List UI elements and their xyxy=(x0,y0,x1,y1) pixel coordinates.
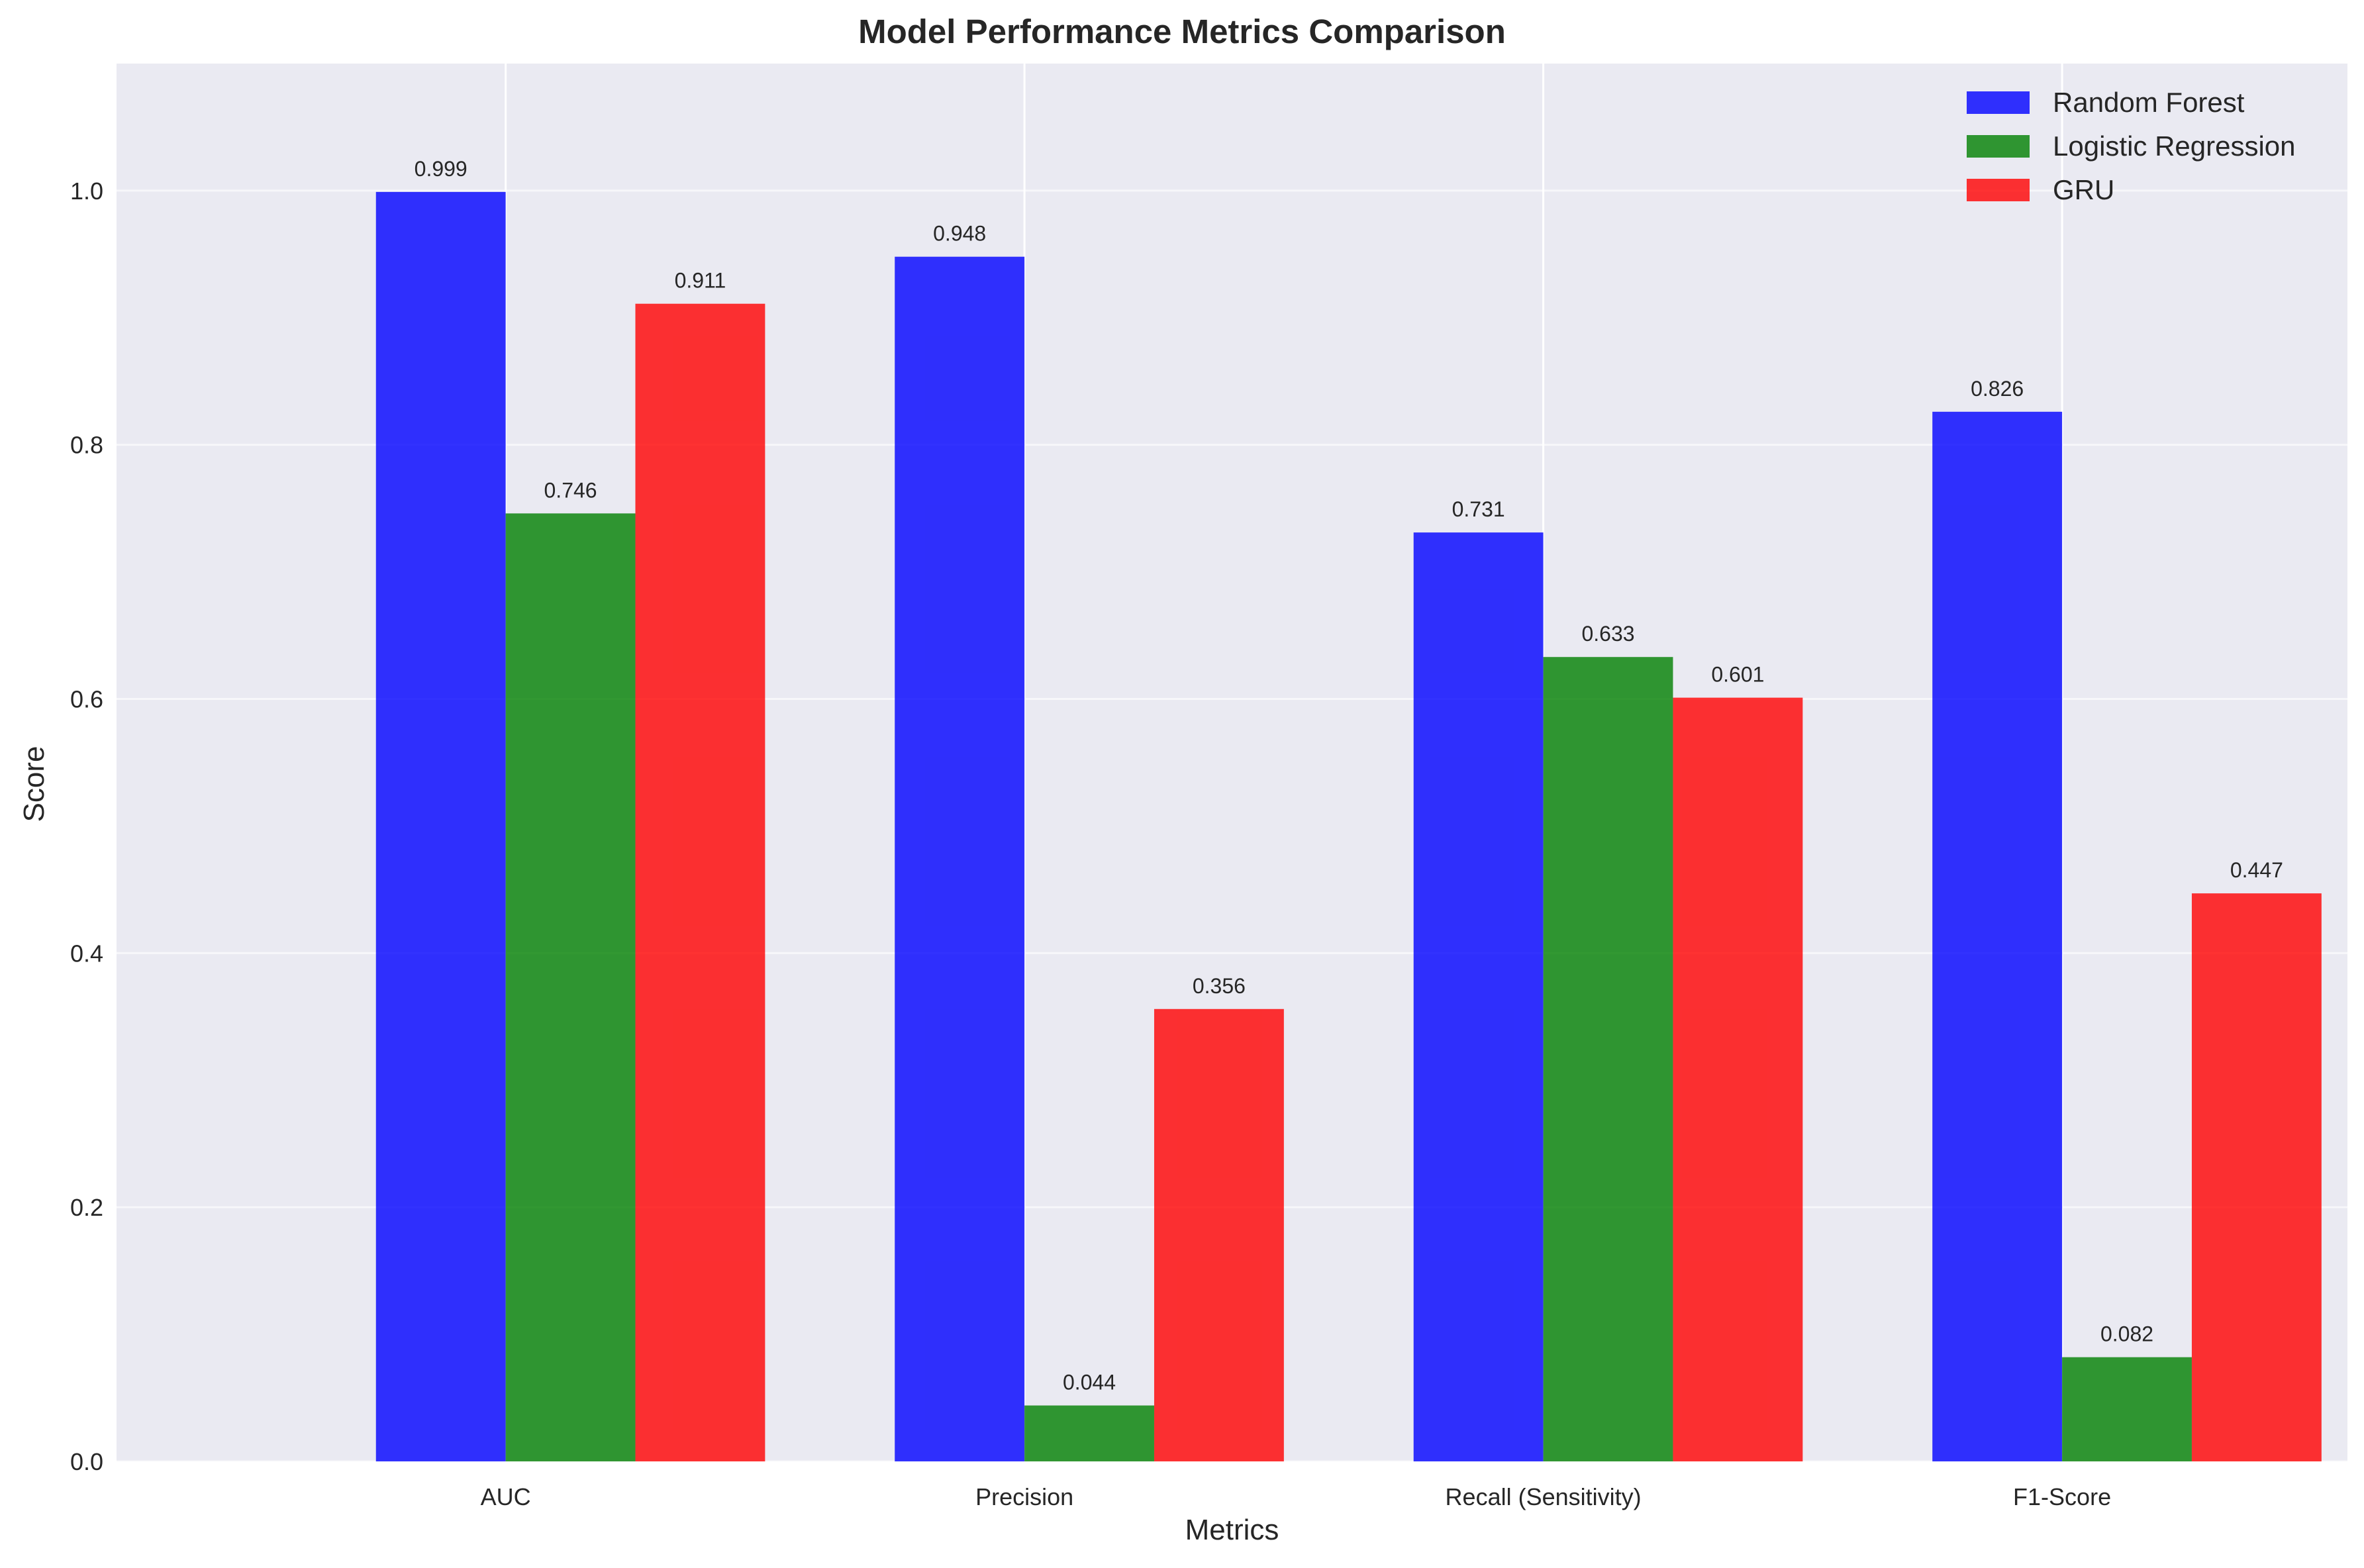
bar xyxy=(1024,1405,1154,1461)
x-tick-label: AUC xyxy=(481,1483,531,1510)
x-axis-label: Metrics xyxy=(1185,1514,1279,1546)
bar xyxy=(505,513,636,1461)
bar-value-label: 0.044 xyxy=(1063,1371,1116,1395)
y-tick-label: 1.0 xyxy=(70,177,103,205)
bar xyxy=(895,256,1025,1462)
legend-label: GRU xyxy=(2053,174,2114,205)
bar xyxy=(1543,657,1673,1461)
y-tick-label: 0.6 xyxy=(70,686,103,713)
bar xyxy=(635,303,765,1461)
bar-value-label: 0.826 xyxy=(1971,377,2024,401)
bar-value-label: 0.082 xyxy=(2100,1322,2153,1346)
bar-value-label: 0.999 xyxy=(415,157,468,181)
y-tick-label: 0.8 xyxy=(70,432,103,459)
y-tick-label: 0.0 xyxy=(70,1448,103,1475)
bar-value-label: 0.746 xyxy=(544,478,597,502)
legend-swatch xyxy=(1967,91,2030,114)
bar-value-label: 0.948 xyxy=(933,222,986,246)
bar xyxy=(1932,411,2063,1461)
bar-value-label: 0.731 xyxy=(1452,497,1505,521)
bar xyxy=(2062,1357,2192,1461)
bar-value-label: 0.633 xyxy=(1581,622,1634,646)
bar xyxy=(1413,532,1544,1461)
legend-label: Logistic Regression xyxy=(2053,130,2296,162)
bar-value-label: 0.601 xyxy=(1711,663,1764,687)
y-tick-label: 0.4 xyxy=(70,940,103,967)
legend-swatch xyxy=(1967,179,2030,201)
y-tick-label: 0.2 xyxy=(70,1194,103,1221)
x-tick-label: Precision xyxy=(975,1483,1073,1510)
bar xyxy=(2191,893,2322,1461)
bar-value-label: 0.911 xyxy=(675,269,726,293)
x-tick-label: F1-Score xyxy=(2013,1483,2111,1510)
legend-swatch xyxy=(1967,135,2030,158)
bar xyxy=(1673,697,1803,1461)
chart-title: Model Performance Metrics Comparison xyxy=(858,13,1506,50)
x-tick-label: Recall (Sensitivity) xyxy=(1446,1483,1642,1510)
bar xyxy=(375,191,506,1462)
bar-value-label: 0.356 xyxy=(1193,974,1246,998)
bar xyxy=(1154,1008,1284,1461)
bar-value-label: 0.447 xyxy=(2230,858,2283,882)
y-axis-label: Score xyxy=(18,746,50,822)
legend-label: Random Forest xyxy=(2053,87,2245,118)
